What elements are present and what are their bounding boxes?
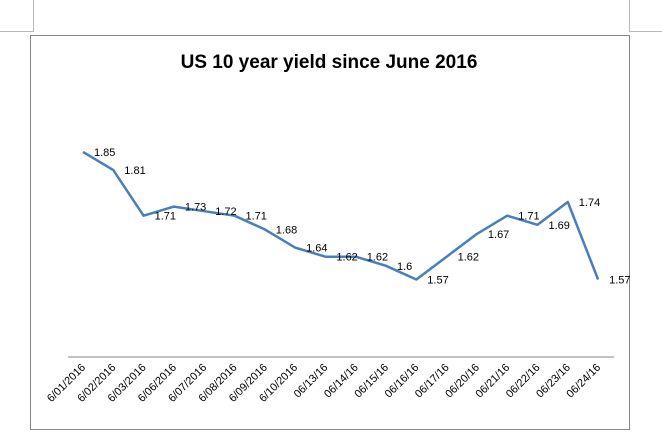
data-labels: 1.85 1.81 1.71 1.73 1.72 1.71 1.68 1.64 1.62 1.62… xyxy=(94,147,631,287)
data-label: 1.62 xyxy=(367,252,388,264)
data-label: 1.57 xyxy=(609,275,630,287)
page-corner-mark-right-h xyxy=(629,31,662,32)
data-label: 1.62 xyxy=(458,252,479,264)
chart-area[interactable] xyxy=(30,35,630,430)
data-label: 1.71 xyxy=(155,211,176,223)
page-corner-mark-left-v xyxy=(33,0,34,32)
data-label: 1.71 xyxy=(246,211,267,223)
data-label: 1.81 xyxy=(124,165,145,177)
data-label: 1.85 xyxy=(94,147,115,159)
data-label: 1.72 xyxy=(215,206,236,218)
page-corner-mark-right-v xyxy=(629,0,630,32)
data-label: 1.71 xyxy=(518,211,539,223)
data-label: 1.73 xyxy=(185,202,206,214)
data-label: 1.68 xyxy=(276,224,297,236)
data-label: 1.69 xyxy=(549,220,570,232)
page-corner-mark-left-h xyxy=(0,31,34,32)
data-label: 1.57 xyxy=(427,275,448,287)
data-label: 1.6 xyxy=(397,261,412,273)
data-label: 1.67 xyxy=(488,229,509,241)
series-line xyxy=(82,150,600,281)
data-label: 1.62 xyxy=(336,252,357,264)
series-layer xyxy=(82,150,600,281)
chart-title: US 10 year yield since June 2016 xyxy=(181,52,478,73)
data-label: 1.74 xyxy=(579,197,600,209)
data-label: 1.64 xyxy=(306,243,327,255)
x-tick-labels: 6/01/20166/02/20166/03/20166/06/20166/07… xyxy=(45,362,603,405)
